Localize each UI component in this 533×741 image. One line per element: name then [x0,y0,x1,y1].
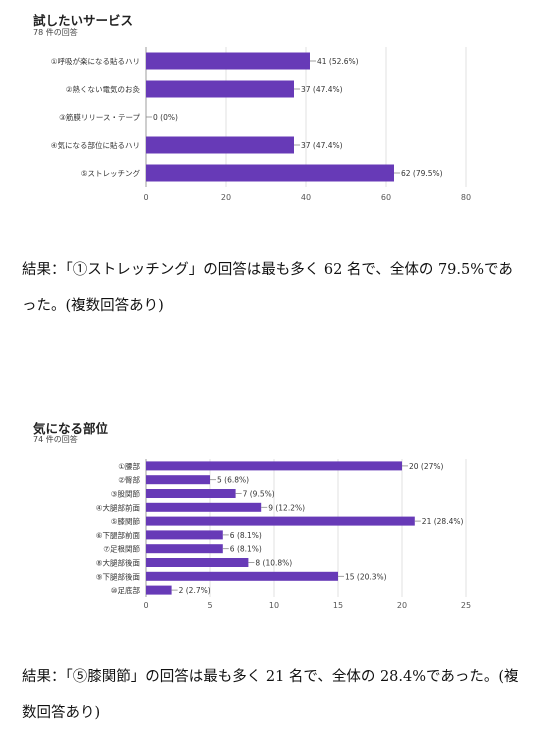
x-tick-label: 0 [143,601,148,610]
bar [146,571,338,581]
x-tick-label: 5 [207,601,212,610]
x-tick-label: 80 [461,193,471,202]
result-text-services: 結果：「①ストレッチング」の回答は最も多く 62 名で、全体の 79.5%であっ… [22,262,513,314]
bar [146,489,236,498]
chart-body-parts: 気になる部位 74 件の回答 0 5 10 15 20 25 ①腰部 20 (27%) ②臀部 5… [0,410,533,615]
bar [146,558,249,567]
category-label: ⑤膝関節 [111,516,141,526]
data-label: 20 (27%) [409,462,444,471]
x-tick-label: 40 [301,193,311,202]
bar [146,164,394,182]
data-label: 37 (47.4%) [301,141,343,150]
category-label: ④大腿部前面 [96,502,141,512]
data-label: 5 (6.8%) [217,476,249,485]
chart-response-count: 78 件の回答 [33,28,78,37]
category-label: ⑨下腿部後面 [96,571,141,581]
x-tick-label: 0 [143,193,148,202]
data-label: 6 (8.1%) [230,545,262,554]
data-label: 6 (8.1%) [230,531,262,540]
data-label: 7 (9.5%) [243,490,275,499]
category-label: ⑥下腿部前面 [96,530,141,540]
data-label: 15 (20.3%) [345,572,387,581]
chart-desired-services: 試したいサービス 78 件の回答 0 20 40 60 80 ①呼吸が楽になる貼るハリ 41… [0,0,533,215]
category-label: ③筋膜リリース・テープ [59,112,140,122]
category-label: ①呼吸が楽になる貼るハリ [51,56,140,66]
bar [146,80,294,98]
bar [146,475,210,485]
category-label: ⑩足底部 [111,585,141,595]
x-tick-label: 20 [397,601,407,610]
bar [146,136,294,154]
x-tick-label: 10 [269,601,279,610]
x-tick-label: 25 [461,601,471,610]
category-label: ⑧大腿部後面 [96,558,141,568]
data-label: 0 (0%) [153,113,178,122]
chart-response-count: 74 件の回答 [33,435,78,444]
bar [146,530,223,540]
bar [146,52,310,70]
chart-title: 試したいサービス [33,13,134,28]
result-text-body-parts: 結果：「⑤膝関節」の回答は最も多く 21 名で、全体の 28.4%であった。(複… [22,669,519,721]
bar-chart-plot: 0 5 10 15 20 25 ①腰部 20 (27%) ②臀部 5 (6.8%) ③股関節 7 (9… [96,459,471,610]
bar-chart-plot: 0 20 40 60 80 ①呼吸が楽になる貼るハリ 41 (52.6%) ②熱くない電気のお… [51,47,471,202]
bar [146,544,223,554]
data-label: 41 (52.6%) [317,57,359,66]
bar [146,585,172,595]
category-label: ④気になる部位に貼るハリ [51,140,140,150]
data-label: 2 (2.7%) [179,586,211,595]
category-label: ③股関節 [111,489,141,499]
data-label: 21 (28.4%) [422,517,464,526]
category-label: ②臀部 [118,475,140,485]
data-label: 62 (79.5%) [401,169,443,178]
x-tick-label: 20 [221,193,231,202]
category-label: ⑤ストレッチング [81,168,141,178]
x-tick-label: 60 [381,193,391,202]
category-label: ①腰部 [118,461,140,471]
data-label: 37 (47.4%) [301,85,343,94]
bar [146,516,415,526]
data-label: 8 (10.8%) [255,559,292,568]
data-label: 9 (12.2%) [268,503,305,512]
category-label: ⑦足根関節 [103,544,140,554]
bar [146,502,262,512]
category-label: ②熱くない電気のお灸 [66,84,141,94]
bar [146,461,402,471]
chart-title: 気になる部位 [33,421,109,436]
x-tick-label: 15 [333,601,343,610]
